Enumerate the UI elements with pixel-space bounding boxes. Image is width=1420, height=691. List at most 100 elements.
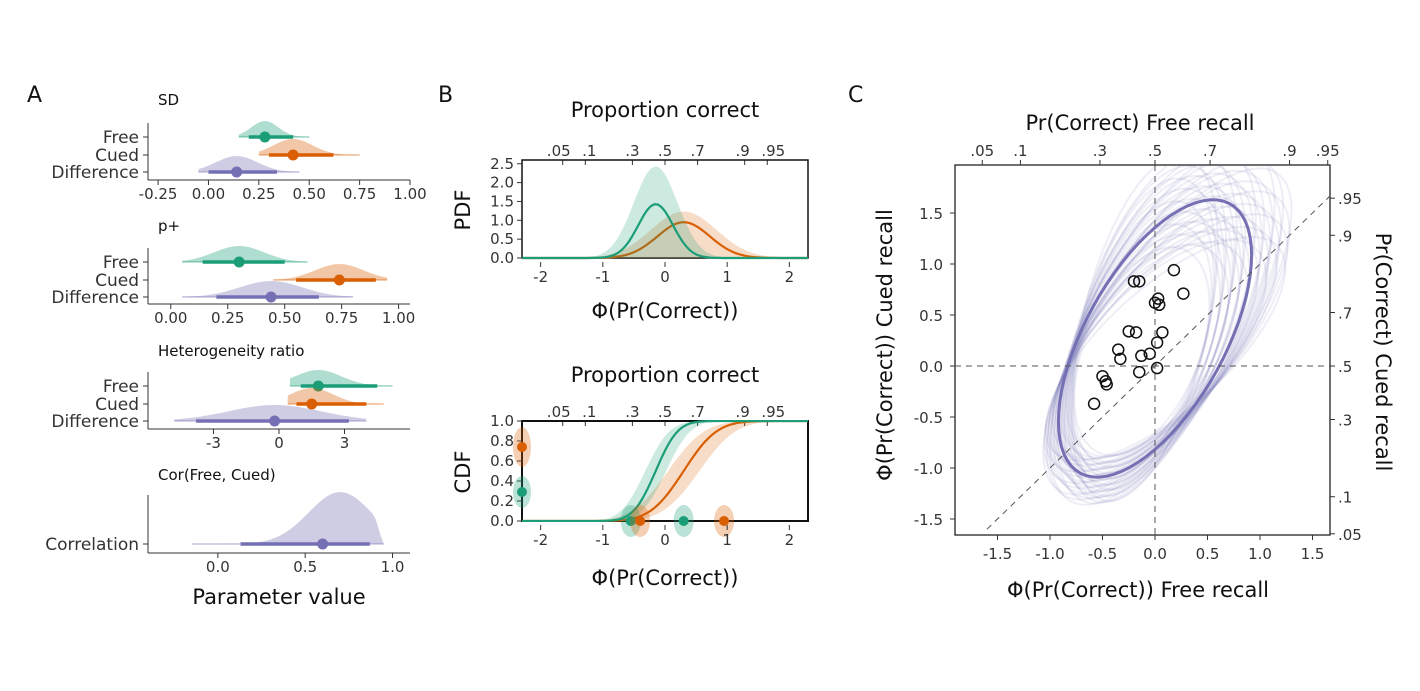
x-tick-label: 0.5 <box>293 558 317 576</box>
y-tick-label: 0.4 <box>490 472 514 490</box>
prop-tick-label: .95 <box>761 403 785 421</box>
y-tick-label: 0.0 <box>919 358 943 376</box>
subject-point <box>1129 326 1143 339</box>
y-tick-label: 1.0 <box>919 256 943 274</box>
top-prob-tick-label: .5 <box>1148 142 1162 160</box>
posterior-ellipse <box>1051 215 1270 472</box>
prop-tick-label: .3 <box>625 403 639 421</box>
row-label: Difference <box>51 163 139 183</box>
cdf-line-free <box>522 420 808 522</box>
mean-ellipse <box>1056 198 1254 479</box>
cdf-bottom-point-cued <box>635 516 646 526</box>
top-prob-tick-label: .1 <box>1013 142 1027 160</box>
x-tick-label: 0.5 <box>1196 545 1220 563</box>
prop-tick-label: .95 <box>761 142 785 160</box>
panel-a: SD-0.25 0.00 0.25 0.50 0.75 1.00FreeCuedDiffe… <box>45 91 426 576</box>
density-cued <box>258 139 360 155</box>
top-prob-tick-label: .3 <box>1093 142 1107 160</box>
x-tick-label: 0.75 <box>343 185 376 203</box>
subject-point <box>1114 352 1127 366</box>
density-cued <box>287 388 384 404</box>
posterior-ellipse <box>1047 202 1281 478</box>
row-label: Correlation <box>45 535 139 555</box>
y-tick-label: 0.0 <box>490 512 514 530</box>
point-cued <box>306 398 318 410</box>
x-tick-label: -0.25 <box>139 185 178 203</box>
subject-point <box>1150 336 1164 349</box>
x-tick-label: 0 <box>660 268 670 286</box>
y-tick-label: 1.5 <box>919 205 943 223</box>
posterior-ellipse <box>1048 165 1276 506</box>
x-tick-label: 0.25 <box>242 185 275 203</box>
posterior-ellipse <box>1064 197 1234 481</box>
x-tick-label: -0.5 <box>1088 545 1117 563</box>
posterior-ellipse <box>1043 213 1289 473</box>
posterior-ellipse <box>1045 165 1285 501</box>
cdf-ylabel: CDF <box>451 451 475 494</box>
posterior-ellipse <box>1065 220 1232 469</box>
y-tick-label: 1.0 <box>490 211 514 229</box>
y-tick-label: -1.0 <box>914 460 943 478</box>
point-diff <box>317 538 329 550</box>
subject-point <box>1156 326 1169 339</box>
subplot-title: Heterogeneity ratio <box>158 342 304 360</box>
subject-point <box>1167 263 1181 277</box>
x-tick-label: 0.25 <box>211 309 244 327</box>
cdf-left-point-cued <box>517 442 527 452</box>
panel-c-ylabel: Φ(Pr(Correct)) Cued recall <box>873 209 897 481</box>
row-label: Difference <box>51 288 139 308</box>
y-tick-label: 1.0 <box>490 412 514 430</box>
x-tick-label: 0.0 <box>1143 545 1167 563</box>
right-prob-tick-label: .9 <box>1338 227 1352 245</box>
panel-letter-c: C <box>848 83 863 108</box>
posterior-ellipse <box>1051 238 1268 461</box>
posterior-ellipse <box>1049 170 1274 495</box>
right-prob-tick-label: .3 <box>1338 411 1352 429</box>
y-tick-label: 0.5 <box>919 307 943 325</box>
right-prob-tick-label: .05 <box>1338 526 1362 544</box>
subplot-title: Cor(Free, Cued) <box>158 466 276 484</box>
posterior-ellipse <box>1047 225 1278 467</box>
y-tick-label: 2.0 <box>490 174 514 192</box>
posterior-ellipse <box>1053 182 1264 489</box>
subject-point <box>1127 275 1141 288</box>
posterior-ellipse <box>1042 167 1293 496</box>
panel-b: Proportion correct.05.1.3.5.7.9.950.00.5… <box>451 98 809 590</box>
panel-a-xlabel: Parameter value <box>192 585 365 609</box>
x-tick-label: -1.5 <box>983 545 1012 563</box>
row-label: Cued <box>95 146 139 166</box>
posterior-ellipse <box>1071 200 1215 479</box>
x-tick-label: -2 <box>533 531 548 549</box>
x-tick-label: -1.0 <box>1035 545 1064 563</box>
panel-letter-a: A <box>27 83 42 108</box>
pdf-frame <box>521 159 809 259</box>
x-tick-label: 0.50 <box>293 185 326 203</box>
x-tick-label: 1 <box>722 531 732 549</box>
x-tick-label: -1 <box>595 268 610 286</box>
panel-c-plot-area <box>955 165 1330 535</box>
pdf-band-cued <box>522 211 808 258</box>
subject-point <box>1133 365 1146 379</box>
cdf-curves <box>522 420 808 522</box>
posterior-ellipse <box>1055 165 1257 505</box>
cdf-band-cued <box>522 421 808 521</box>
posterior-ellipse <box>1073 246 1211 457</box>
pdf-ylabel: PDF <box>451 190 475 231</box>
x-tick-label: -3 <box>206 434 221 452</box>
subject-point <box>1112 343 1125 356</box>
x-tick-label: 1.0 <box>381 558 405 576</box>
cdf-frame <box>521 420 809 522</box>
row-label: Cued <box>95 395 139 415</box>
x-tick-label: 0.50 <box>268 309 301 327</box>
prop-tick-label: .5 <box>658 403 672 421</box>
density-free <box>182 246 308 262</box>
point-diff <box>265 291 277 303</box>
cdf-bottom-point-free <box>625 516 636 526</box>
x-tick-label: 3 <box>340 434 350 452</box>
point-diff <box>269 415 281 427</box>
right-prob-tick-label: .7 <box>1338 305 1352 323</box>
y-tick-label: -0.5 <box>914 409 943 427</box>
density-free <box>289 370 393 386</box>
y-tick-label: 1.5 <box>490 192 514 210</box>
x-tick-label: 0.0 <box>206 558 230 576</box>
